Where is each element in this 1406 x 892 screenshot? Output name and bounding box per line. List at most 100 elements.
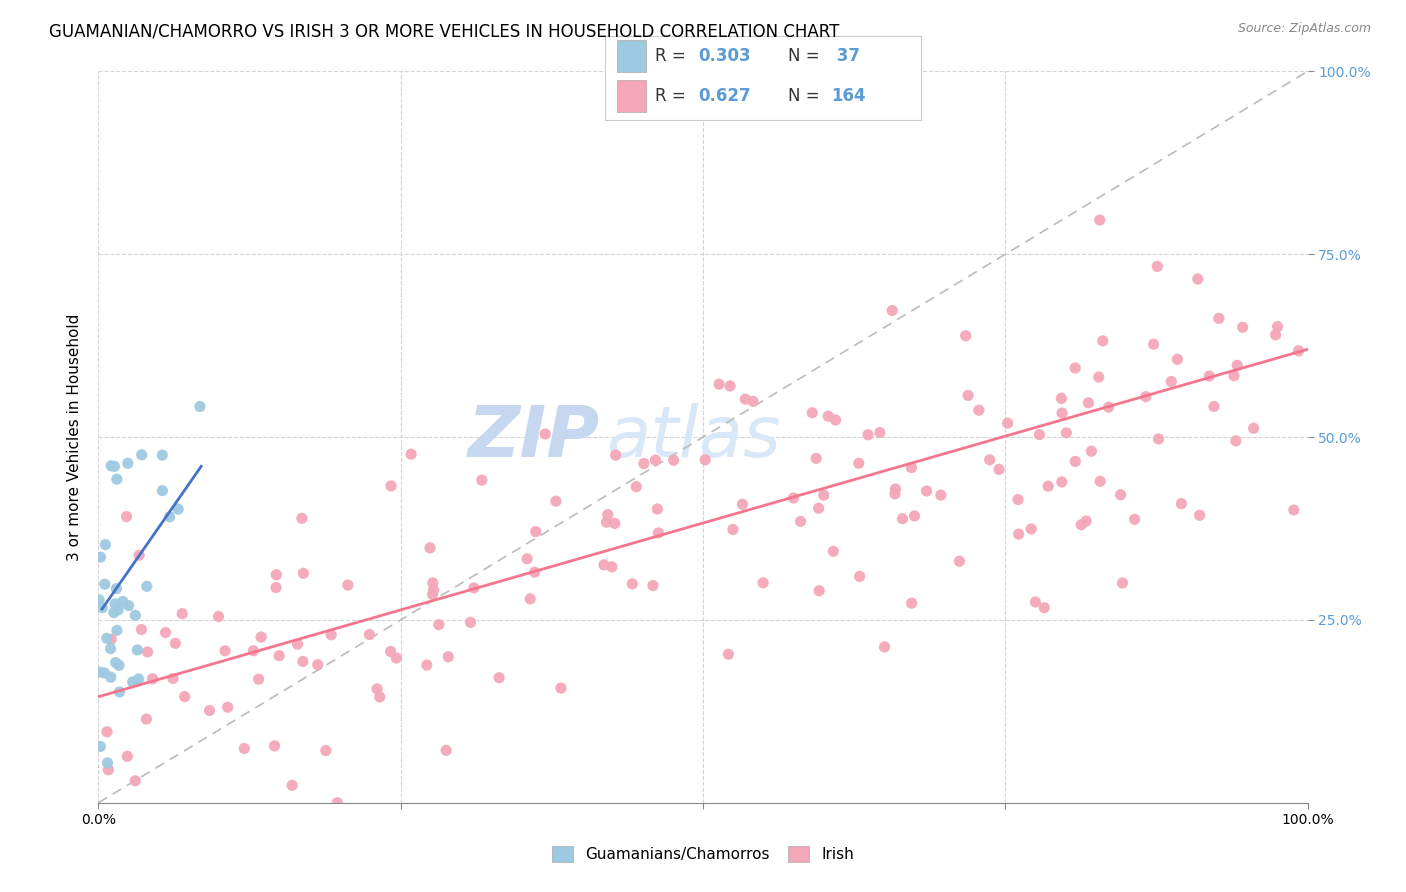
Point (903, 508, 925, 523)
Point (1019, 522, 1042, 536)
Point (124, 608, 146, 623)
Point (1024, 595, 1046, 609)
Point (1028, 427, 1050, 442)
Point (1226, 359, 1249, 373)
Point (198, 704, 221, 718)
Point (380, 479, 402, 493)
Point (707, 377, 730, 392)
Point (173, 690, 195, 704)
Point (997, 416, 1019, 430)
Point (1170, 497, 1192, 511)
Point (233, 741, 256, 756)
Point (121, 675, 143, 690)
Point (315, 743, 337, 757)
Point (117, 749, 139, 764)
Point (100, 670, 122, 684)
Point (1142, 337, 1164, 351)
Point (380, 644, 402, 658)
Point (1208, 311, 1230, 326)
Bar (617, 40, 645, 72)
Point (605, 448, 627, 462)
Point (1243, 421, 1265, 435)
Text: N =: N = (789, 87, 825, 105)
Point (96, 756, 118, 770)
Point (100, 632, 122, 647)
Point (307, 657, 329, 672)
Point (89, 665, 111, 679)
Point (1147, 432, 1170, 446)
Point (336, 578, 359, 592)
Point (155, 625, 177, 640)
Point (752, 575, 775, 590)
Point (1264, 327, 1286, 342)
Point (1111, 576, 1133, 591)
Point (264, 581, 287, 595)
Text: Source: ZipAtlas.com: Source: ZipAtlas.com (1237, 22, 1371, 36)
Point (695, 453, 717, 467)
Point (287, 637, 309, 651)
Point (172, 607, 194, 621)
Point (165, 636, 187, 650)
Point (633, 457, 655, 471)
Point (1050, 475, 1073, 489)
Point (488, 671, 510, 685)
Point (717, 647, 740, 661)
Point (929, 488, 952, 502)
Point (91, 600, 114, 615)
Point (550, 681, 572, 695)
Point (523, 565, 546, 579)
Point (96, 724, 118, 739)
Point (806, 451, 828, 466)
Point (873, 640, 896, 654)
Point (117, 456, 139, 470)
Point (399, 447, 422, 461)
Point (1007, 492, 1029, 507)
Text: ZIP: ZIP (468, 402, 600, 472)
Legend: Guamanians/Chamorros, Irish: Guamanians/Chamorros, Irish (546, 840, 860, 868)
Point (1109, 488, 1132, 502)
Point (967, 403, 990, 417)
Point (641, 578, 664, 592)
Point (644, 453, 666, 467)
Point (848, 569, 870, 583)
Point (96, 632, 118, 646)
Point (1166, 352, 1188, 367)
Point (1267, 319, 1289, 334)
Text: 164: 164 (831, 87, 866, 105)
Point (1188, 508, 1211, 523)
Point (131, 623, 153, 637)
Point (534, 427, 557, 442)
Y-axis label: 3 or more Vehicles in Household: 3 or more Vehicles in Household (67, 313, 83, 561)
Point (524, 524, 547, 539)
Point (884, 482, 907, 496)
Point (516, 551, 538, 566)
Point (87, 592, 110, 607)
Point (128, 548, 150, 562)
Point (427, 617, 450, 632)
Point (136, 645, 159, 659)
Point (162, 672, 184, 686)
Point (188, 400, 211, 414)
Point (103, 606, 125, 620)
Point (359, 627, 381, 641)
Point (948, 554, 970, 568)
Point (471, 473, 494, 487)
Point (731, 497, 754, 511)
Point (111, 594, 134, 608)
Point (647, 525, 669, 540)
Point (1225, 434, 1247, 448)
Point (813, 488, 835, 502)
Point (89, 739, 111, 754)
Point (856, 427, 879, 442)
Point (422, 588, 444, 602)
Point (105, 582, 128, 596)
Point (124, 773, 146, 788)
Point (135, 579, 157, 593)
Point (108, 658, 131, 673)
Point (127, 643, 149, 657)
Point (422, 575, 444, 590)
Point (108, 685, 131, 699)
Point (150, 448, 173, 462)
Point (900, 596, 922, 610)
Point (1054, 425, 1077, 440)
